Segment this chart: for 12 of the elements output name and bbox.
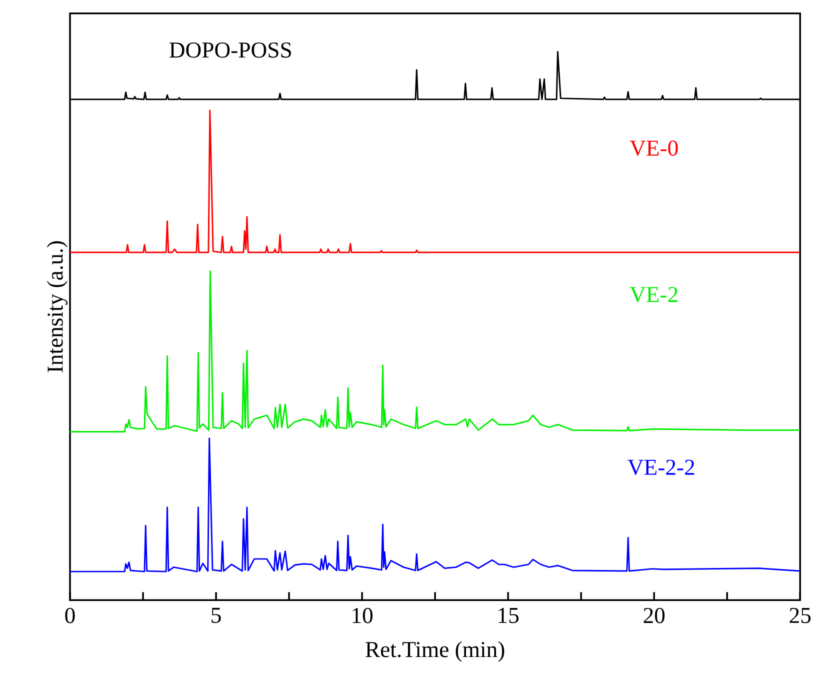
y-axis-title: Intensity (a.u.) bbox=[46, 241, 68, 372]
x-tick-label: 5 bbox=[212, 608, 221, 623]
x-tick-label: 0 bbox=[65, 608, 75, 624]
x-tick-label: 20 bbox=[644, 608, 665, 624]
x-tick-label: 10 bbox=[352, 608, 373, 624]
text: VE-0 bbox=[630, 140, 678, 156]
x-tick-label: 25 bbox=[790, 608, 811, 623]
x-tick-label: 15 bbox=[498, 608, 519, 623]
x-axis-title: Ret.Time (min) bbox=[366, 641, 504, 662]
text: VE-2-2 bbox=[628, 459, 694, 475]
series-label: DOPO-POSS bbox=[170, 42, 291, 58]
text: VE-2 bbox=[630, 286, 678, 302]
